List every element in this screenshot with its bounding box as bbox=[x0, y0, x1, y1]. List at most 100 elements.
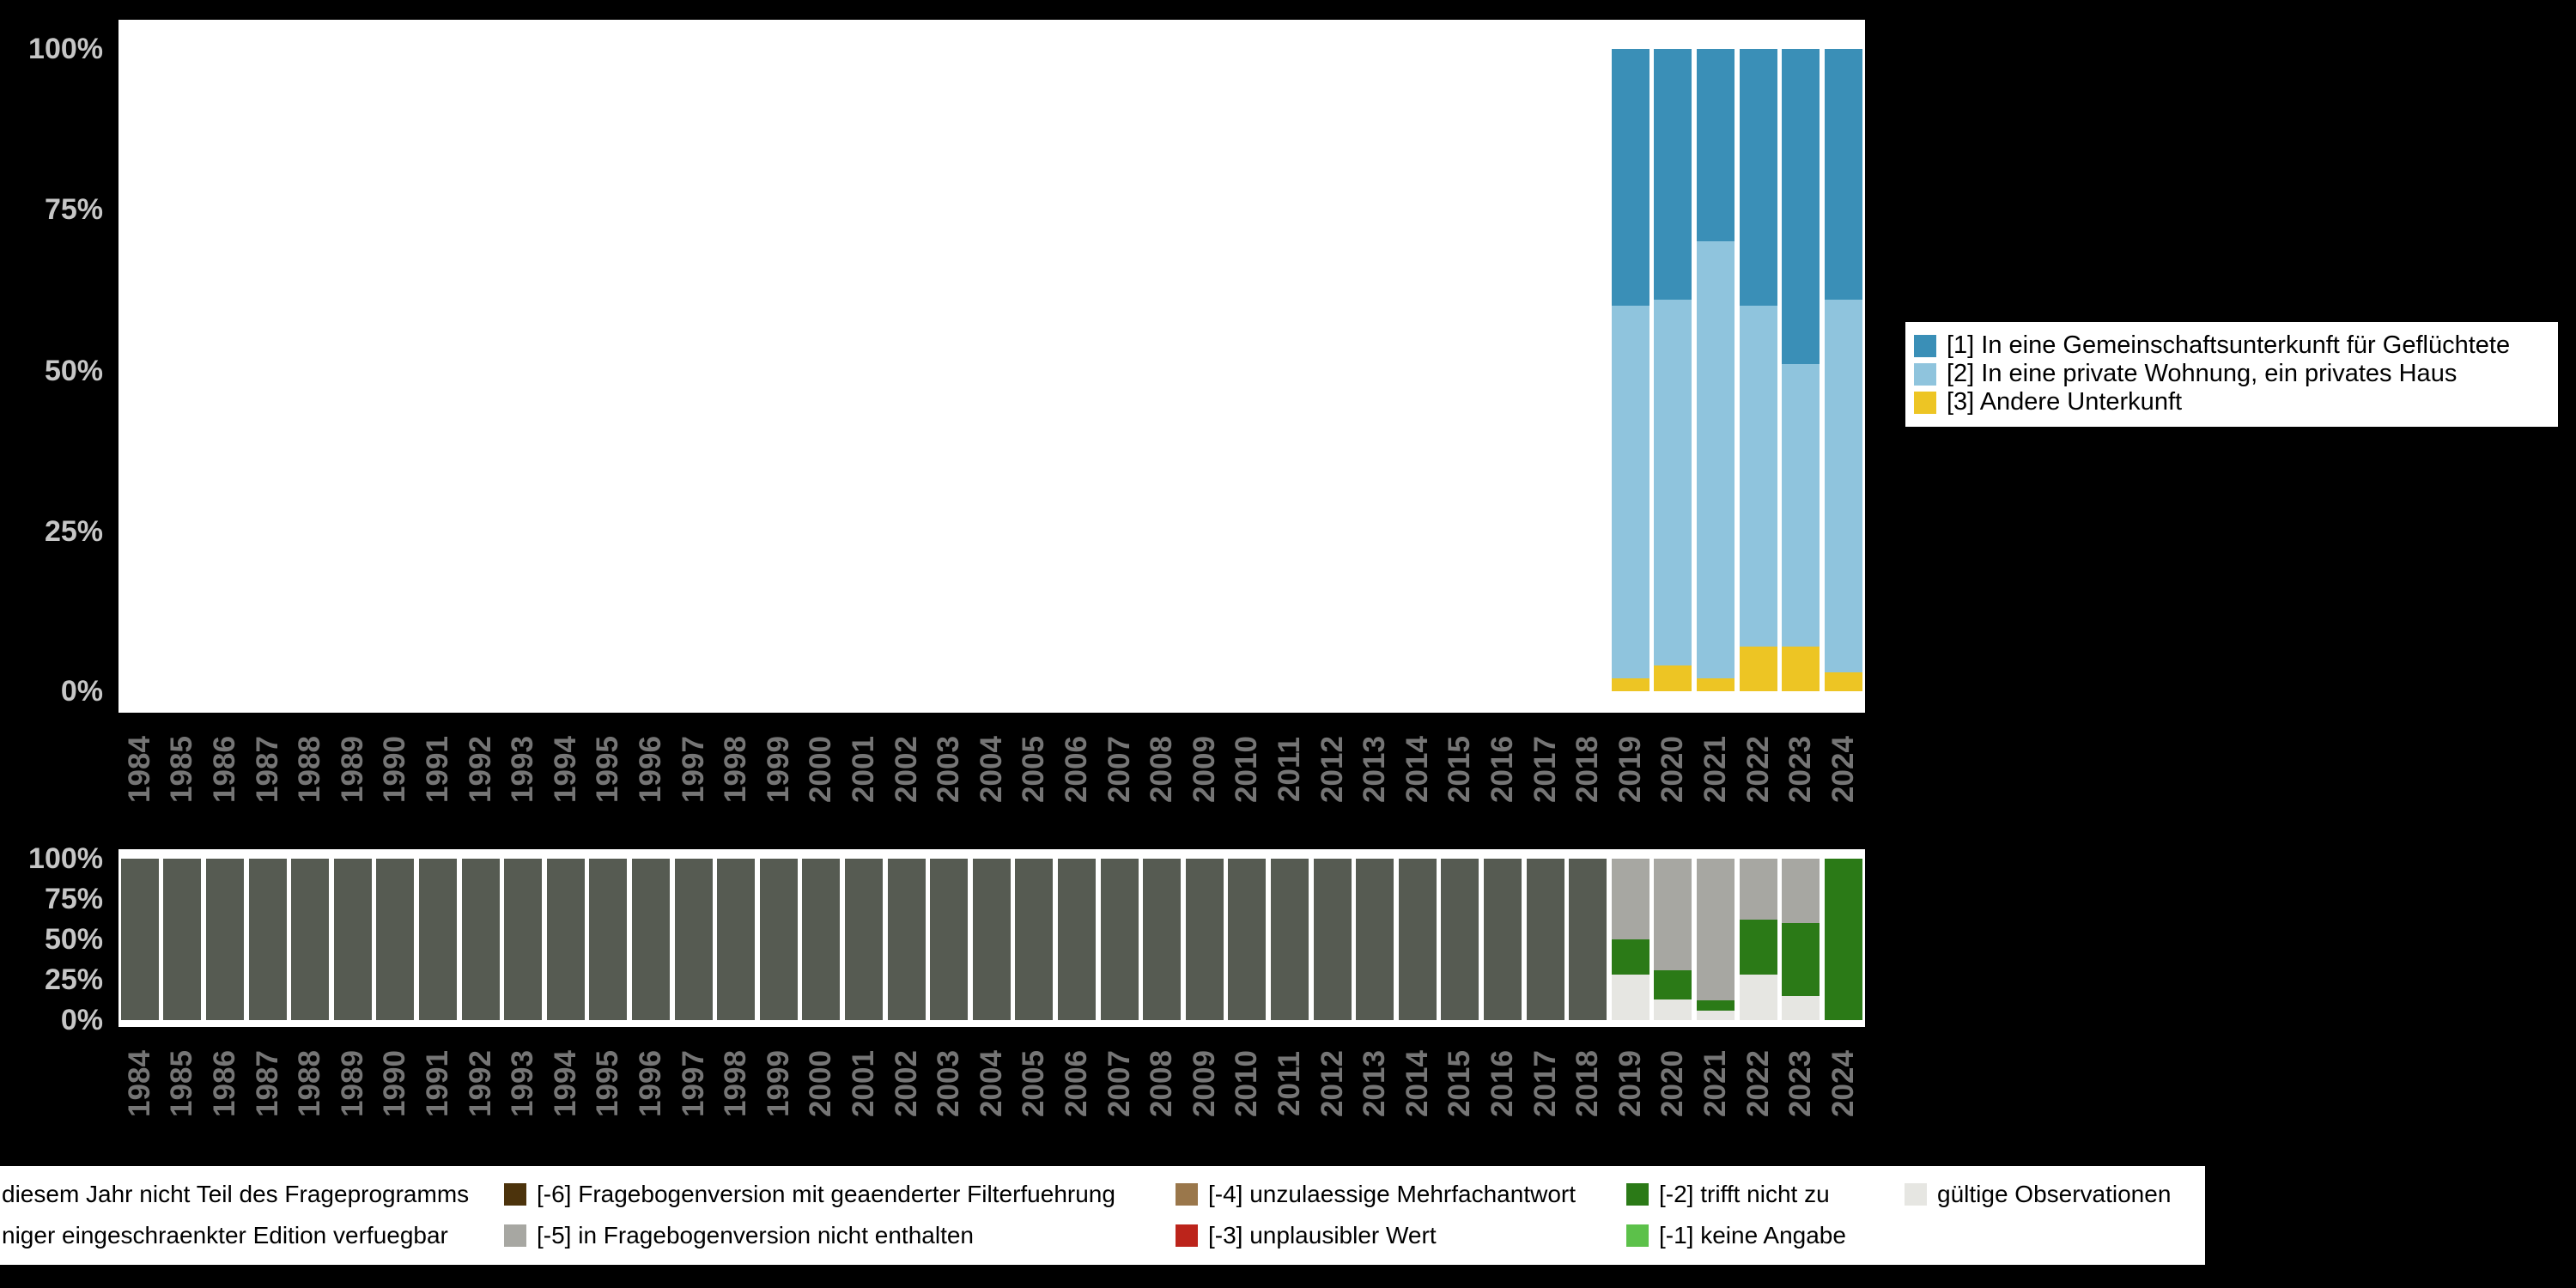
x-axis-tick-label: 1999 bbox=[761, 1050, 795, 1117]
x-axis-tick-label: 2013 bbox=[1358, 1050, 1392, 1117]
y-axis-tick-label: 75% bbox=[44, 193, 103, 226]
legend-entry: [-2] trifft nicht zu bbox=[1626, 1180, 1830, 1209]
legend-entry: [-4] unzulaessige Mehrfachantwort bbox=[1176, 1180, 1576, 1209]
legend-entry-label: niger eingeschraenkter Edition verfuegba… bbox=[2, 1222, 448, 1249]
y-axis-tick-label: 50% bbox=[44, 355, 103, 387]
x-axis-tick-label: 2013 bbox=[1358, 736, 1392, 803]
bar-segment bbox=[589, 859, 628, 1020]
x-axis-tick-label: 2001 bbox=[847, 1050, 880, 1117]
bar-segment bbox=[163, 859, 202, 1020]
x-axis-tick-label: 2017 bbox=[1528, 736, 1562, 803]
legend-entry-label: [-5] in Fragebogenversion nicht enthalte… bbox=[537, 1222, 974, 1249]
bar-segment bbox=[1654, 969, 1692, 999]
x-axis-tick-label: 2009 bbox=[1187, 736, 1221, 803]
x-axis-tick-label: 2004 bbox=[974, 736, 1008, 803]
bar-segment bbox=[1611, 975, 1649, 1020]
x-axis-tick-label: 2022 bbox=[1741, 1050, 1775, 1117]
legend-color-swatch bbox=[1914, 362, 1936, 386]
x-axis-tick-label: 2021 bbox=[1698, 736, 1732, 803]
bar-segment bbox=[1782, 49, 1820, 364]
bar-segment bbox=[333, 859, 372, 1020]
legend-entry-label: [-3] unplausibler Wert bbox=[1208, 1222, 1437, 1249]
legend-entry-label: [3] Andere Unterkunft bbox=[1947, 388, 2183, 416]
x-axis-tick-label: 2016 bbox=[1485, 736, 1519, 803]
x-axis-tick-label: 1990 bbox=[378, 736, 412, 803]
bar-segment bbox=[1782, 995, 1820, 1020]
x-axis-tick-label: 2020 bbox=[1656, 736, 1690, 803]
x-axis-tick-label: 1997 bbox=[676, 1050, 710, 1117]
x-axis-tick-label: 1995 bbox=[591, 736, 625, 803]
x-axis-tick-label: 1988 bbox=[293, 1050, 327, 1117]
x-axis-tick-label: 2004 bbox=[974, 1050, 1008, 1117]
x-axis-tick-label: 1986 bbox=[208, 736, 241, 803]
y-axis-tick-label: 50% bbox=[44, 923, 103, 956]
x-axis-tick-label: 2011 bbox=[1273, 1051, 1306, 1116]
bar-segment bbox=[1739, 975, 1777, 1020]
bar-segment bbox=[1271, 859, 1309, 1020]
x-axis-tick-label: 2012 bbox=[1315, 736, 1349, 803]
bar-segment bbox=[1611, 306, 1649, 679]
bar-segment bbox=[802, 859, 841, 1020]
x-axis-tick-label: 2020 bbox=[1656, 1050, 1690, 1117]
legend-entry-label: diesem Jahr nicht Teil des Frageprogramm… bbox=[2, 1181, 470, 1207]
legend-missing-categories: diesem Jahr nicht Teil des Frageprogramm… bbox=[0, 1166, 2205, 1265]
x-axis-tick-label: 1987 bbox=[250, 736, 284, 803]
x-axis-tick-label: 2007 bbox=[1102, 736, 1136, 803]
x-axis-tick-label: 2019 bbox=[1613, 1050, 1647, 1117]
bar-segment bbox=[1739, 646, 1777, 691]
legend-entry: [1] In eine Gemeinschaftsunterkunft für … bbox=[1914, 331, 2549, 360]
bar-segment bbox=[546, 859, 585, 1020]
bar-segment bbox=[1526, 859, 1564, 1020]
legend-color-swatch bbox=[504, 1224, 526, 1247]
bar-segment bbox=[1824, 299, 1862, 672]
y-axis-tick-label: 75% bbox=[44, 883, 103, 915]
bar-segment bbox=[1739, 49, 1777, 307]
bar-segment bbox=[887, 859, 926, 1020]
bar-segment bbox=[845, 859, 883, 1020]
x-axis-tick-label: 2002 bbox=[889, 1050, 923, 1117]
legend-color-swatch bbox=[1914, 391, 1936, 414]
bar-segment bbox=[1611, 49, 1649, 307]
x-axis-tick-label: 2023 bbox=[1783, 736, 1818, 803]
bar-segment bbox=[1824, 49, 1862, 300]
x-axis-tick-label: 1992 bbox=[463, 1050, 497, 1117]
x-axis-tick-label: 2016 bbox=[1485, 1050, 1519, 1117]
legend-color-swatch bbox=[1626, 1224, 1649, 1247]
bar-segment bbox=[1697, 678, 1735, 691]
distribution-chart-panel bbox=[118, 20, 1865, 713]
x-axis-tick-label: 2010 bbox=[1230, 736, 1264, 803]
bar-segment bbox=[1697, 49, 1735, 242]
bar-segment bbox=[759, 859, 798, 1020]
bar-segment bbox=[1739, 306, 1777, 647]
bar-segment bbox=[1058, 859, 1096, 1020]
x-axis-tick-label: 1985 bbox=[165, 736, 199, 803]
legend-color-swatch bbox=[1176, 1224, 1198, 1247]
x-axis-tick-label: 1995 bbox=[591, 1050, 625, 1117]
x-axis-tick-label: 2003 bbox=[932, 1050, 966, 1117]
x-axis-tick-label: 2023 bbox=[1783, 1050, 1818, 1117]
bar-segment bbox=[1015, 859, 1054, 1020]
legend-color-swatch bbox=[1626, 1183, 1649, 1206]
legend-color-swatch bbox=[1914, 334, 1936, 357]
y-axis-tick-label: 25% bbox=[44, 515, 103, 548]
bar-segment bbox=[376, 859, 415, 1020]
bar-segment bbox=[504, 859, 543, 1020]
bar-segment bbox=[1228, 859, 1267, 1020]
x-axis-tick-label: 1984 bbox=[122, 1050, 156, 1117]
bar-segment bbox=[1185, 859, 1224, 1020]
x-axis-tick-label: 1996 bbox=[634, 1050, 667, 1117]
x-axis-tick-label: 1990 bbox=[378, 1050, 412, 1117]
x-axis-tick-label: 2002 bbox=[889, 736, 923, 803]
x-axis-tick-label: 2008 bbox=[1145, 1050, 1179, 1117]
bar-segment bbox=[1697, 1000, 1735, 1011]
legend-entry-label: [1] In eine Gemeinschaftsunterkunft für … bbox=[1947, 331, 2511, 359]
bar-segment bbox=[1697, 859, 1735, 1001]
y-axis-tick-label: 0% bbox=[60, 1004, 103, 1036]
x-axis-tick-label: 2006 bbox=[1060, 1050, 1093, 1117]
x-axis-tick-label: 2012 bbox=[1315, 1050, 1349, 1117]
x-axis-tick-label: 2007 bbox=[1102, 1050, 1136, 1117]
bar-segment bbox=[419, 859, 457, 1020]
x-axis-tick-label: 2005 bbox=[1017, 1050, 1051, 1117]
bar-segment bbox=[1654, 999, 1692, 1020]
x-axis-tick-label: 2018 bbox=[1571, 736, 1605, 803]
